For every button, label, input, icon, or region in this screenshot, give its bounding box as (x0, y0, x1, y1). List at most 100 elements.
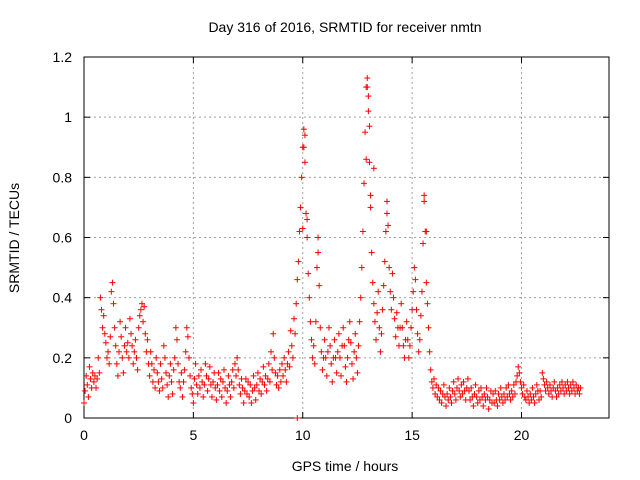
data-point (542, 387, 549, 394)
data-point (411, 264, 418, 271)
data-point (475, 387, 482, 394)
data-point (301, 159, 308, 166)
data-point (525, 393, 532, 400)
data-point (123, 348, 130, 355)
data-point (309, 354, 316, 361)
x-tick-label: 20 (514, 427, 530, 443)
data-point (537, 387, 544, 394)
data-point (301, 132, 308, 139)
data-point (257, 375, 264, 382)
data-point (296, 228, 303, 235)
data-point (136, 312, 143, 319)
data-point (285, 348, 292, 355)
data-point (230, 384, 237, 391)
data-point (479, 393, 486, 400)
data-point (555, 390, 562, 397)
data-point (263, 387, 270, 394)
data-point (308, 336, 315, 343)
data-point (242, 375, 249, 382)
data-point (312, 318, 319, 325)
data-point (444, 390, 451, 397)
data-point (528, 396, 535, 403)
data-point (322, 354, 329, 361)
data-point (270, 330, 277, 337)
data-point (247, 381, 254, 388)
data-point (187, 372, 194, 379)
y-tick-label: 0 (64, 410, 72, 426)
data-point (520, 381, 527, 388)
data-point (243, 390, 250, 397)
x-tick-label: 15 (404, 427, 420, 443)
data-point (294, 276, 301, 283)
data-point (109, 279, 116, 286)
data-point (426, 348, 433, 355)
data-point (184, 333, 191, 340)
data-point (288, 342, 295, 349)
data-point (366, 123, 373, 130)
data-point (177, 384, 184, 391)
data-point (310, 342, 317, 349)
data-point (366, 159, 373, 166)
data-point (225, 372, 232, 379)
data-point (300, 126, 307, 133)
data-point (421, 192, 428, 199)
data-point (519, 390, 526, 397)
data-point (382, 228, 389, 235)
data-point (335, 330, 342, 337)
data-point (210, 378, 217, 385)
data-point (303, 210, 310, 217)
data-point (207, 381, 214, 388)
data-point (157, 360, 164, 367)
data-point (138, 300, 145, 307)
data-point (182, 348, 189, 355)
data-point (410, 288, 417, 295)
data-point (83, 372, 90, 379)
data-point (414, 330, 421, 337)
data-point (93, 384, 100, 391)
data-point (441, 393, 448, 400)
data-point (130, 360, 137, 367)
data-point (507, 396, 514, 403)
data-point (495, 390, 502, 397)
data-point (516, 369, 523, 376)
data-point (154, 369, 161, 376)
data-point (179, 393, 186, 400)
data-point (350, 375, 357, 382)
data-point (538, 393, 545, 400)
data-point (315, 234, 322, 241)
data-point (165, 393, 172, 400)
data-point (423, 279, 430, 286)
data-point (449, 387, 456, 394)
data-point (505, 381, 512, 388)
data-point (204, 387, 211, 394)
data-point (359, 228, 366, 235)
data-point (433, 381, 440, 388)
data-point (245, 378, 252, 385)
data-point (175, 360, 182, 367)
data-point (470, 402, 477, 409)
data-point (399, 324, 406, 331)
data-point (343, 378, 350, 385)
data-point (292, 330, 299, 337)
data-point (427, 366, 434, 373)
data-point (91, 372, 98, 379)
data-point (566, 390, 573, 397)
data-point (284, 360, 291, 367)
data-point (283, 378, 290, 385)
data-point (478, 384, 485, 391)
data-point (471, 390, 478, 397)
data-point (365, 93, 372, 100)
data-point (326, 324, 332, 331)
data-point (124, 339, 131, 346)
data-point (365, 108, 372, 115)
data-point (514, 372, 521, 379)
data-point (363, 156, 370, 163)
data-point (94, 375, 101, 382)
data-point (324, 348, 331, 355)
data-point (466, 387, 472, 394)
data-point (361, 180, 367, 187)
data-point (156, 387, 163, 394)
data-point (202, 360, 209, 367)
data-point (391, 315, 398, 322)
data-point (504, 393, 511, 400)
